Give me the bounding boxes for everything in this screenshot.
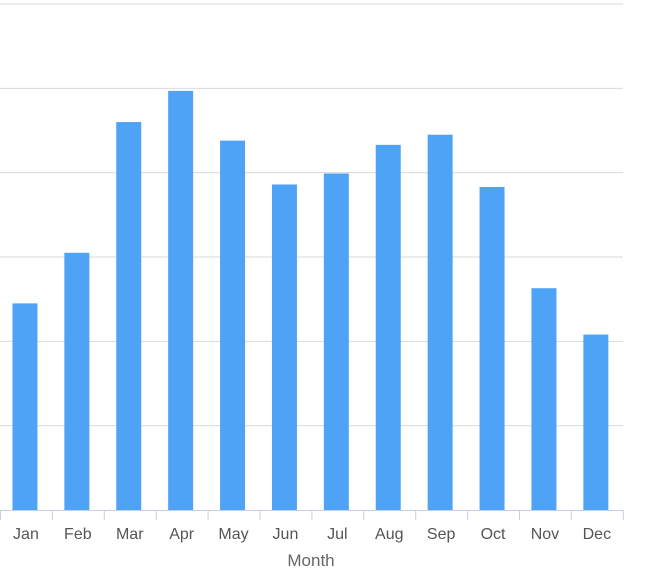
bar-oct[interactable] xyxy=(479,187,505,510)
bar-sep[interactable] xyxy=(427,134,453,510)
x-tick-label-nov: Nov xyxy=(531,526,559,543)
bar-jan[interactable] xyxy=(12,303,38,510)
x-tick-label-jan: Jan xyxy=(13,526,39,543)
gridlines xyxy=(0,3,623,427)
bar-jun[interactable] xyxy=(271,184,297,510)
x-tick-label-feb: Feb xyxy=(64,526,92,543)
bar-dec[interactable] xyxy=(583,334,609,510)
x-tick-label-jul: Jul xyxy=(327,526,347,543)
bar-jul[interactable] xyxy=(323,173,349,510)
x-tick-label-dec: Dec xyxy=(583,526,611,543)
x-tick-label-aug: Aug xyxy=(375,526,403,543)
x-tick-label-mar: Mar xyxy=(116,526,144,543)
bar-apr[interactable] xyxy=(168,90,194,510)
x-tick-label-jun: Jun xyxy=(273,526,299,543)
bar-feb[interactable] xyxy=(64,252,90,511)
bar-aug[interactable] xyxy=(375,144,401,510)
x-axis xyxy=(0,510,624,520)
x-tick-label-oct: Oct xyxy=(481,526,506,543)
x-tick-label-may: May xyxy=(218,526,248,543)
bars xyxy=(12,90,609,511)
x-tick-label-sep: Sep xyxy=(427,526,456,543)
x-tick-labels: Jan Feb Mar Apr May Jun Jul Aug Sep Oct Nov Dec xyxy=(13,526,611,543)
x-axis-title: Month xyxy=(287,551,334,570)
bar-may[interactable] xyxy=(220,140,246,510)
x-tick-label-apr: Apr xyxy=(169,526,195,543)
bar-nov[interactable] xyxy=(531,288,557,510)
bar-mar[interactable] xyxy=(116,122,142,511)
